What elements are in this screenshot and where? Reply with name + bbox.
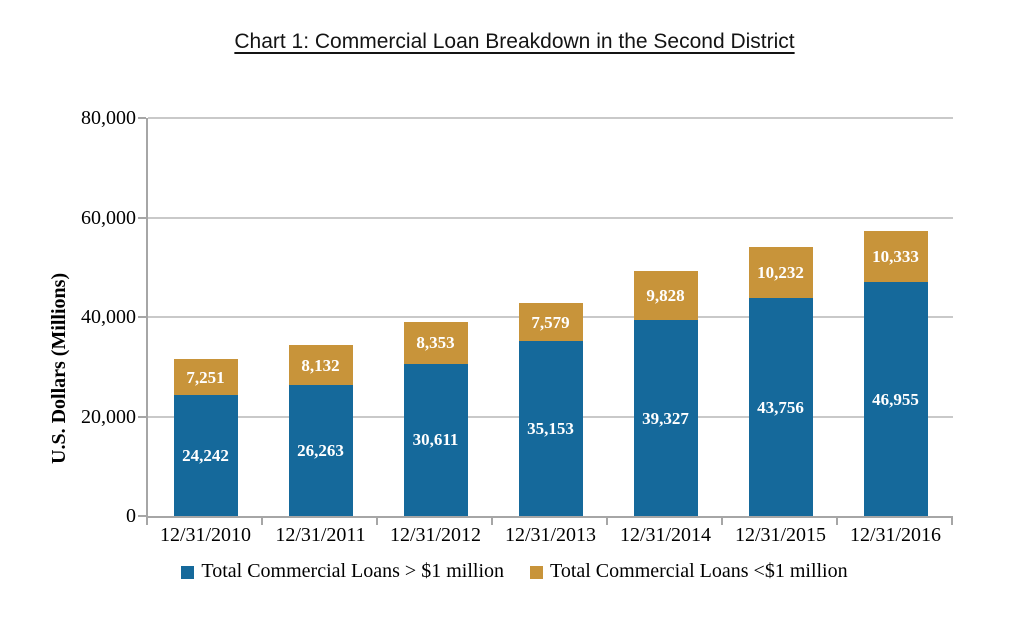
bar-value-label: 8,353 bbox=[416, 333, 455, 353]
bar-value-label: 7,579 bbox=[531, 312, 570, 332]
y-tick-label: 0 bbox=[126, 505, 136, 527]
bar-value-label: 46,955 bbox=[872, 389, 919, 409]
bar-segment-under-1m: 7,579 bbox=[518, 303, 583, 342]
bar-value-label: 35,153 bbox=[527, 419, 574, 439]
x-tick-label: 12/31/2011 bbox=[275, 524, 366, 546]
x-tick-mark bbox=[721, 518, 723, 525]
x-tick-mark bbox=[606, 518, 608, 525]
legend-swatch-blue bbox=[181, 565, 195, 579]
bar-value-label: 43,756 bbox=[757, 397, 804, 417]
y-tick-label: 60,000 bbox=[81, 206, 136, 229]
bar-segment-over-1m: 26,263 bbox=[288, 385, 353, 516]
x-tick-label: 12/31/2013 bbox=[504, 524, 597, 546]
x-tick-mark bbox=[376, 518, 378, 525]
bar-value-label: 39,327 bbox=[642, 408, 689, 428]
y-tick-mark bbox=[138, 415, 146, 418]
y-tick-mark bbox=[138, 216, 146, 219]
x-tick-mark bbox=[951, 518, 953, 525]
y-tick-label: 20,000 bbox=[81, 405, 136, 428]
bar-segment-under-1m: 10,232 bbox=[748, 247, 813, 299]
gridline bbox=[148, 117, 953, 119]
bar-segment-over-1m: 35,153 bbox=[518, 341, 583, 516]
y-tick-mark bbox=[138, 316, 146, 318]
x-tick-label: 12/31/2012 bbox=[389, 524, 482, 546]
bar-value-label: 30,611 bbox=[412, 430, 459, 450]
legend-label-under-1m: Total Commercial Loans <$1 million bbox=[550, 560, 848, 582]
bar-value-label: 24,242 bbox=[182, 446, 229, 466]
y-tick-mark bbox=[138, 117, 146, 119]
bar-segment-under-1m: 7,251 bbox=[173, 359, 238, 396]
y-tick-mark bbox=[138, 515, 146, 517]
bar-segment-over-1m: 46,955 bbox=[863, 282, 928, 516]
x-tick-label: 12/31/2016 bbox=[849, 524, 942, 546]
bar-segment-under-1m: 8,132 bbox=[288, 344, 353, 386]
bar-segment-over-1m: 43,756 bbox=[748, 298, 813, 516]
bar-value-label: 9,828 bbox=[646, 286, 685, 306]
legend-item-over-1m: Total Commercial Loans > $1 million bbox=[181, 560, 504, 583]
bar-value-label: 10,333 bbox=[872, 247, 919, 267]
legend-label-over-1m: Total Commercial Loans > $1 million bbox=[201, 560, 504, 582]
x-tick-mark bbox=[836, 518, 838, 525]
chart-title: Chart 1: Commercial Loan Breakdown in th… bbox=[234, 30, 795, 53]
bar-segment-over-1m: 24,242 bbox=[173, 395, 238, 516]
x-tick-label: 12/31/2014 bbox=[619, 524, 712, 546]
bar-segment-over-1m: 39,327 bbox=[633, 320, 698, 516]
gridline bbox=[148, 216, 953, 219]
bar-segment-over-1m: 30,611 bbox=[403, 363, 468, 516]
x-tick-mark bbox=[146, 518, 148, 525]
x-tick-mark bbox=[491, 518, 493, 525]
bar-segment-under-1m: 8,353 bbox=[403, 322, 468, 364]
bar-value-label: 10,232 bbox=[757, 263, 804, 283]
x-tick-mark bbox=[261, 518, 263, 525]
y-tick-label: 40,000 bbox=[81, 306, 136, 328]
bar-segment-under-1m: 9,828 bbox=[633, 271, 698, 321]
bar-value-label: 7,251 bbox=[186, 367, 225, 387]
bar-value-label: 8,132 bbox=[301, 355, 340, 375]
x-tick-label: 12/31/2010 bbox=[159, 524, 252, 546]
plot-area: 24,242 7,251 26,263 8,132 30,611 8,353 35,153 7… bbox=[146, 117, 953, 518]
legend-item-under-1m: Total Commercial Loans <$1 million bbox=[530, 560, 848, 583]
x-tick-label: 12/31/2015 bbox=[734, 524, 827, 546]
bar-segment-under-1m: 10,333 bbox=[863, 231, 928, 283]
legend-swatch-gold bbox=[530, 565, 543, 579]
y-tick-label: 80,000 bbox=[81, 107, 136, 129]
legend: Total Commercial Loans > $1 million Tota… bbox=[0, 560, 1029, 583]
bar-value-label: 26,263 bbox=[297, 441, 344, 461]
